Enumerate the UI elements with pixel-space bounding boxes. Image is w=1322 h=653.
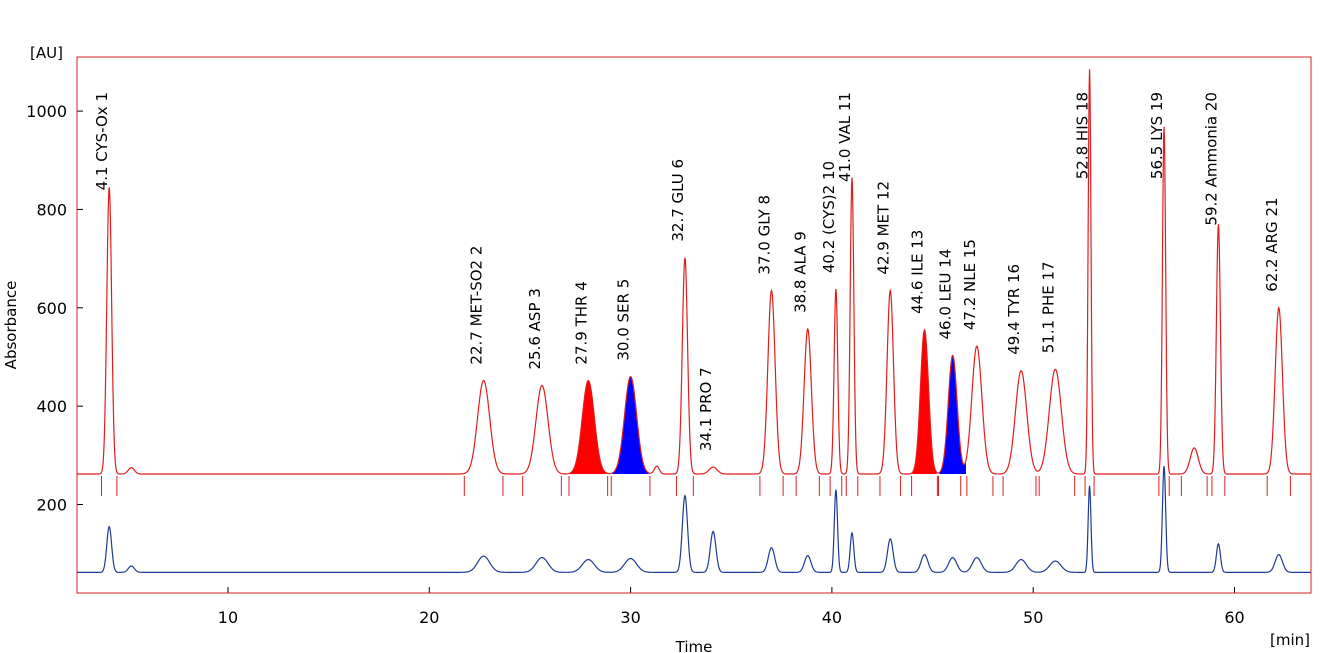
peak-label: 46.0 LEU 14 xyxy=(937,249,955,340)
peak-label: 59.2 Ammonia 20 xyxy=(1202,92,1220,226)
peak-label: 42.9 MET 12 xyxy=(874,181,892,275)
y-tick-label: 800 xyxy=(36,200,67,219)
series-layer xyxy=(77,69,1311,573)
x-tick-label: 50 xyxy=(1023,608,1043,627)
filled-peak-area xyxy=(912,329,937,474)
peak-label: 52.8 HIS 18 xyxy=(1074,92,1092,179)
peak-label: 47.2 NLE 15 xyxy=(961,239,979,330)
x-tick-label: 40 xyxy=(822,608,842,627)
peak-label: 4.1 CYS-Ox 1 xyxy=(93,92,111,190)
peak-label: 44.6 ILE 13 xyxy=(908,230,926,314)
peak-label: 40.2 (CYS)2 10 xyxy=(820,161,838,273)
filled-peak-area xyxy=(939,355,966,474)
y-tick-label: 1000 xyxy=(26,102,67,121)
peak-label: 38.8 ALA 9 xyxy=(792,231,810,313)
y-tick-label: 600 xyxy=(36,299,67,318)
peak-label: 34.1 PRO 7 xyxy=(697,367,715,451)
y-tick-label: 400 xyxy=(36,397,67,416)
peak-label: 51.1 PHE 17 xyxy=(1039,261,1057,353)
plot-frame xyxy=(76,56,1312,594)
series-line-2 xyxy=(77,466,1311,573)
peak-label: 62.2 ARG 21 xyxy=(1263,197,1281,291)
x-tick-label: 20 xyxy=(419,608,439,627)
peak-label: 41.0 VAL 11 xyxy=(836,92,854,182)
peak-label: 32.7 GLU 6 xyxy=(669,159,687,242)
peak-label: 56.5 LYS 19 xyxy=(1148,92,1166,179)
x-tick-label: 10 xyxy=(218,608,238,627)
axis-ticks: 10 20 30 40 50 60 200 400 600 800 1000 xyxy=(26,102,1244,627)
y-unit-label: [AU] xyxy=(30,44,63,62)
peak-label: 37.0 GLY 8 xyxy=(756,195,774,275)
x-tick-label: 30 xyxy=(620,608,640,627)
y-tick-label: 200 xyxy=(36,495,67,514)
filled-peak-area xyxy=(570,380,607,474)
series-line-1 xyxy=(77,69,1311,475)
x-unit-label: [min] xyxy=(1270,631,1310,649)
peak-label: 49.4 TYR 16 xyxy=(1005,264,1023,355)
peak-label: 27.9 THR 4 xyxy=(572,281,590,364)
peak-labels: 4.1 CYS-Ox 1 22.7 MET-SO2 2 25.6 ASP 3 27.9… xyxy=(93,92,1281,451)
peak-label: 22.7 MET-SO2 2 xyxy=(468,246,486,365)
x-axis-title: Time xyxy=(675,638,713,653)
y-axis-title: Absorbance xyxy=(2,281,20,370)
peak-label: 30.0 SER 5 xyxy=(615,279,633,361)
peak-label: 25.6 ASP 3 xyxy=(526,288,544,369)
x-tick-label: 60 xyxy=(1224,608,1244,627)
filled-peak-area xyxy=(612,376,649,474)
